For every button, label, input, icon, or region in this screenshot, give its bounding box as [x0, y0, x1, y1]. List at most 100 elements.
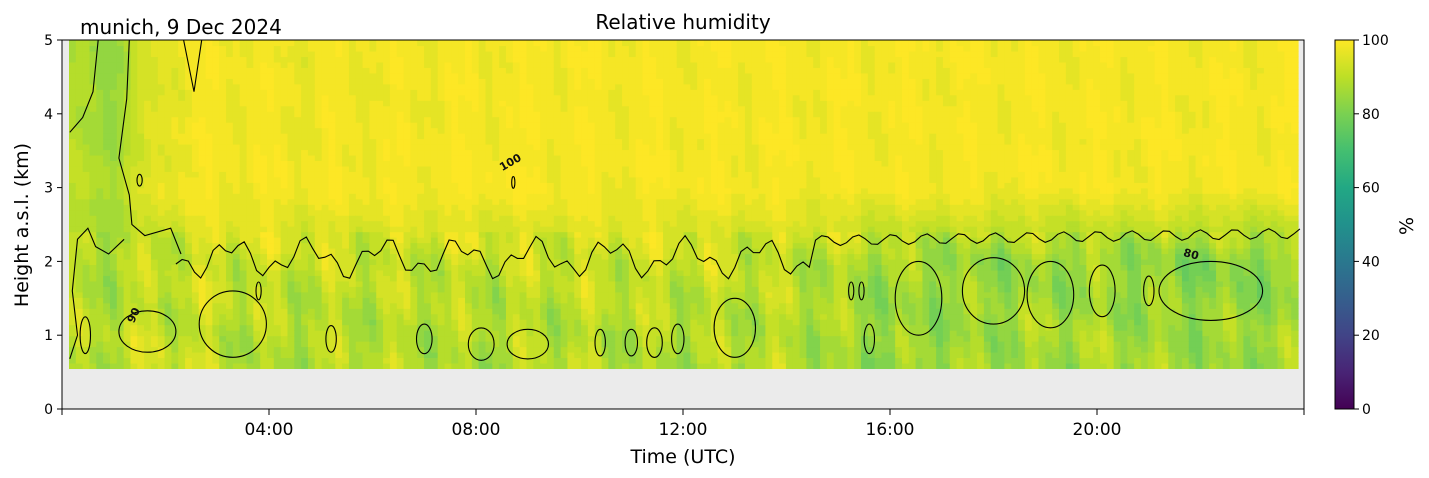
heatmap-cell	[465, 237, 473, 244]
heatmap-cell	[103, 111, 111, 118]
heatmap-cell	[314, 67, 323, 74]
heatmap-cell	[410, 100, 418, 107]
heatmap-cell	[444, 187, 452, 194]
heatmap-cell	[540, 362, 548, 370]
heatmap-cell	[424, 275, 432, 282]
heatmap-cell	[444, 291, 452, 298]
heatmap-cell	[226, 351, 234, 359]
heatmap-cell	[376, 269, 384, 276]
heatmap-cell	[164, 187, 173, 194]
heatmap-cell	[465, 330, 473, 337]
heatmap-cell	[185, 89, 193, 96]
heatmap-cell	[123, 291, 132, 298]
heatmap-cell	[465, 324, 473, 331]
heatmap-cell	[96, 111, 104, 118]
heatmap-cell	[109, 89, 118, 96]
heatmap-cell	[103, 149, 111, 156]
heatmap-cell	[417, 78, 425, 85]
heatmap-cell	[69, 193, 77, 200]
heatmap-cell	[594, 258, 603, 266]
heatmap-cell	[212, 171, 220, 178]
heatmap-cell	[307, 351, 316, 359]
heatmap-cell	[526, 335, 534, 342]
heatmap-cell	[478, 319, 487, 326]
heatmap-cell	[601, 242, 609, 249]
heatmap-cell	[601, 176, 609, 183]
heatmap-cell	[280, 237, 289, 244]
heatmap-cell	[198, 269, 207, 276]
heatmap-cell	[383, 133, 391, 140]
heatmap-cell	[417, 105, 425, 112]
heatmap-cell	[396, 165, 405, 172]
heatmap-cell	[587, 160, 596, 167]
heatmap-cell	[430, 297, 439, 304]
heatmap-cell	[82, 253, 91, 260]
heatmap-cell	[253, 362, 261, 370]
heatmap-cell	[321, 111, 330, 118]
heatmap-cell	[96, 154, 104, 162]
heatmap-cell	[335, 45, 343, 52]
heatmap-cell	[239, 357, 248, 364]
heatmap-cell	[608, 324, 616, 331]
heatmap-cell	[157, 89, 166, 96]
heatmap-cell	[581, 209, 589, 216]
heatmap-cell	[116, 264, 125, 271]
heatmap-cell	[246, 275, 254, 282]
heatmap-cell	[403, 264, 411, 271]
heatmap-cell	[533, 291, 541, 298]
heatmap-cell	[335, 144, 343, 151]
heatmap-cell	[424, 319, 432, 326]
heatmap-cell	[389, 313, 398, 320]
heatmap-cell	[451, 204, 459, 211]
heatmap-cell	[417, 127, 425, 134]
heatmap-cell	[383, 198, 391, 205]
heatmap-cell	[185, 264, 193, 271]
heatmap-cell	[75, 269, 84, 276]
heatmap-cell	[314, 215, 323, 222]
heatmap-cell	[314, 297, 323, 304]
heatmap-cell	[376, 144, 384, 151]
heatmap-cell	[273, 45, 282, 52]
heatmap-cell	[560, 204, 569, 211]
heatmap-cell	[574, 154, 582, 162]
heatmap-cell	[451, 127, 459, 134]
heatmap-cell	[273, 335, 282, 342]
heatmap-cell	[116, 226, 125, 233]
heatmap-cell	[540, 291, 548, 298]
heatmap-cell	[171, 127, 179, 134]
heatmap-cell	[553, 78, 562, 85]
heatmap-cell	[342, 297, 350, 304]
heatmap-cell	[553, 291, 562, 298]
heatmap-cell	[574, 111, 582, 118]
heatmap-cell	[519, 89, 528, 96]
plot-area	[62, 40, 1304, 409]
heatmap-cell	[335, 40, 343, 47]
heatmap-cell	[342, 215, 350, 222]
heatmap-cell	[389, 275, 398, 282]
heatmap-cell	[109, 308, 118, 315]
heatmap-cell	[533, 111, 541, 118]
heatmap-cell	[144, 133, 152, 140]
heatmap-cell	[307, 83, 316, 90]
heatmap-cell	[205, 269, 213, 276]
heatmap-cell	[546, 89, 555, 96]
heatmap-cell	[451, 105, 459, 112]
heatmap-cell	[389, 45, 398, 52]
heatmap-cell	[567, 231, 575, 238]
heatmap-cell	[89, 297, 97, 304]
heatmap-cell	[342, 231, 350, 238]
heatmap-cell	[458, 40, 466, 47]
heatmap-cell	[267, 291, 275, 298]
heatmap-cell	[335, 275, 343, 282]
heatmap-cell	[185, 269, 193, 276]
heatmap-cell	[567, 253, 575, 260]
heatmap-cell	[103, 237, 111, 244]
heatmap-cell	[594, 138, 603, 145]
heatmap-cell	[424, 280, 432, 287]
heatmap-cell	[560, 330, 569, 337]
heatmap-cell	[444, 341, 452, 348]
heatmap-cell	[321, 286, 330, 293]
heatmap-cell	[150, 116, 159, 123]
heatmap-cell	[185, 50, 193, 58]
heatmap-cell	[424, 237, 432, 244]
